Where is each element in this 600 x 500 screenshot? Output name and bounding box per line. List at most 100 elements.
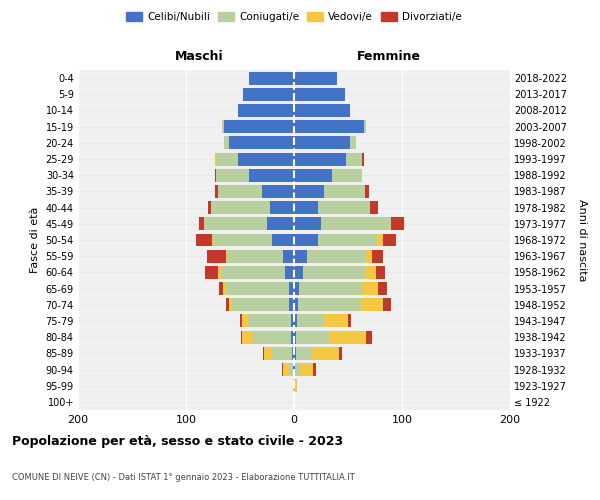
Bar	[293, 379, 294, 392]
Bar	[295, 379, 297, 392]
Bar	[294, 120, 364, 133]
Bar	[329, 330, 367, 344]
Bar	[302, 266, 365, 279]
Bar	[378, 282, 387, 295]
Bar	[216, 169, 248, 181]
Bar	[294, 201, 318, 214]
Bar	[208, 201, 211, 214]
Bar	[283, 250, 294, 262]
Bar	[227, 250, 283, 262]
Text: COMUNE DI NEIVE (CN) - Dati ISTAT 1° gennaio 2023 - Elaborazione TUTTITALIA.IT: COMUNE DI NEIVE (CN) - Dati ISTAT 1° gen…	[12, 472, 355, 482]
Bar	[220, 282, 223, 295]
Bar	[294, 314, 297, 328]
Bar	[294, 250, 307, 262]
Bar	[205, 218, 267, 230]
Bar	[294, 88, 345, 101]
Bar	[242, 330, 253, 344]
Bar	[221, 266, 286, 279]
Bar	[293, 363, 294, 376]
Bar	[289, 282, 294, 295]
Bar	[324, 185, 365, 198]
Bar	[240, 314, 242, 328]
Bar	[283, 363, 289, 376]
Bar	[383, 234, 395, 246]
Bar	[229, 298, 232, 311]
Bar	[224, 136, 229, 149]
Bar	[377, 234, 383, 246]
Bar	[367, 250, 372, 262]
Bar	[282, 363, 283, 376]
Bar	[294, 347, 296, 360]
Bar	[362, 152, 364, 166]
Bar	[215, 169, 216, 181]
Bar	[307, 250, 367, 262]
Bar	[292, 347, 294, 360]
Bar	[296, 330, 329, 344]
Bar	[370, 201, 378, 214]
Bar	[313, 363, 316, 376]
Bar	[321, 218, 391, 230]
Bar	[211, 201, 270, 214]
Bar	[212, 234, 213, 246]
Bar	[216, 152, 238, 166]
Bar	[272, 234, 294, 246]
Bar	[383, 298, 391, 311]
Bar	[289, 298, 294, 311]
Bar	[215, 152, 216, 166]
Bar	[294, 266, 302, 279]
Bar	[206, 250, 226, 262]
Bar	[291, 330, 294, 344]
Bar	[294, 104, 350, 117]
Bar	[229, 136, 294, 149]
Bar	[376, 266, 385, 279]
Bar	[248, 169, 294, 181]
Bar	[294, 72, 337, 85]
Bar	[286, 266, 294, 279]
Bar	[199, 218, 205, 230]
Bar	[262, 185, 294, 198]
Bar	[295, 363, 301, 376]
Bar	[372, 250, 383, 262]
Y-axis label: Anni di nascita: Anni di nascita	[577, 198, 587, 281]
Bar	[294, 282, 299, 295]
Bar	[294, 363, 295, 376]
Bar	[241, 330, 242, 344]
Bar	[350, 136, 356, 149]
Bar	[272, 347, 292, 360]
Bar	[215, 185, 218, 198]
Bar	[253, 330, 291, 344]
Bar	[301, 363, 313, 376]
Bar	[318, 201, 370, 214]
Bar	[294, 185, 324, 198]
Bar	[213, 234, 272, 246]
Bar	[243, 88, 294, 101]
Bar	[232, 298, 289, 311]
Text: Femmine: Femmine	[357, 50, 421, 63]
Bar	[362, 282, 378, 295]
Bar	[238, 104, 294, 117]
Bar	[391, 218, 404, 230]
Bar	[313, 347, 340, 360]
Bar	[332, 169, 362, 181]
Bar	[318, 234, 377, 246]
Bar	[248, 72, 294, 85]
Bar	[264, 347, 272, 360]
Text: Popolazione per età, sesso e stato civile - 2023: Popolazione per età, sesso e stato civil…	[12, 435, 343, 448]
Bar	[296, 347, 313, 360]
Bar	[248, 314, 291, 328]
Bar	[294, 298, 298, 311]
Bar	[294, 234, 318, 246]
Bar	[205, 266, 218, 279]
Bar	[223, 282, 226, 295]
Bar	[294, 379, 295, 392]
Bar	[364, 120, 367, 133]
Bar	[226, 298, 229, 311]
Bar	[365, 185, 368, 198]
Bar	[324, 314, 348, 328]
Bar	[218, 185, 262, 198]
Bar	[291, 314, 294, 328]
Text: Maschi: Maschi	[175, 50, 223, 63]
Bar	[289, 363, 293, 376]
Bar	[242, 314, 248, 328]
Bar	[221, 120, 224, 133]
